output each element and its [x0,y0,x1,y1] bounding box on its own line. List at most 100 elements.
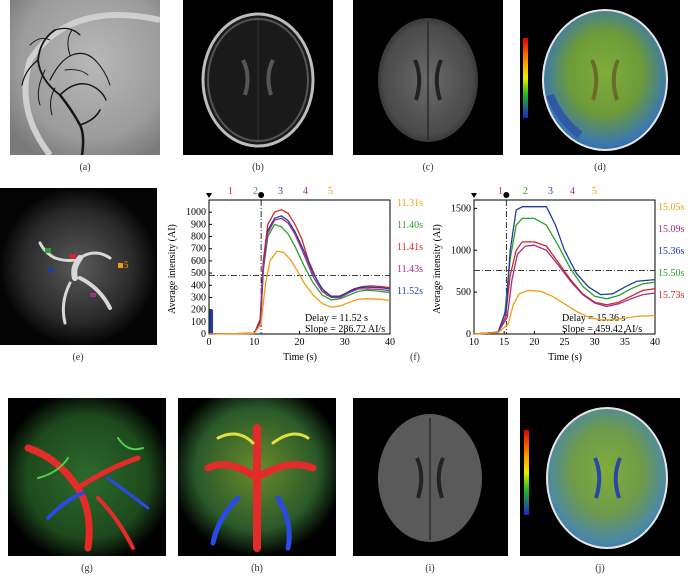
x-tick-label: 20 [529,337,539,348]
caption-h: (h) [251,563,263,574]
start-marker [206,193,212,198]
series-line-1 [473,241,656,335]
legend-label-4: 4 [570,186,575,197]
legend-1: 1 2 3 4 5 [228,186,333,197]
caption-c: (c) [422,162,434,173]
y-tick-label: 500 [191,268,206,279]
legend-label-5: 5 [328,186,333,197]
series-line-4 [473,244,656,335]
annotation-slope-1: Slope = 286.72 AI/s [305,324,385,335]
y-tick-label: 100 [191,317,206,328]
time-label-3: 11.41s [397,242,423,253]
caption-j: (j) [595,563,605,574]
y-tick-label: 400 [191,280,206,291]
caption-b: (b) [252,162,264,173]
y-tick-label: 600 [191,256,206,267]
dwi-image-c [378,18,478,142]
legend-label-5: 5 [592,186,597,197]
time-label-2: 11.40s [397,220,423,231]
delay-marker [258,192,265,198]
y-tick-label: 500 [456,287,471,298]
perfusion-map-j [524,407,668,549]
time-intensity-chart-2: 1 2 3 4 5 15.05s 15.09s 15.36s 15.50s 15… [432,186,685,363]
y-tick-label: 1000 [186,207,206,218]
x-axis-label-1: Time (s) [283,352,317,363]
panel-e-roi-image: 5 [0,188,157,345]
y-tick-label: 0 [201,329,206,340]
x-tick-label: 30 [340,337,350,348]
panel-b-mri [183,0,333,155]
time-labels-2: 15.05s 15.09s 15.36s 15.50s 15.73s [658,202,685,301]
y-axis-label-1: Average intensity (AI) [167,224,178,314]
start-marker [471,193,477,198]
y-tick-label: 200 [191,305,206,316]
colorbar-j [524,430,529,515]
x-tick-label: 30 [590,337,600,348]
time-label-5: 11.52s [397,286,423,297]
x-axis-label-2: Time (s) [548,352,582,363]
panel-c-dwi [353,0,503,155]
caption-f: (f) [410,352,420,363]
color-map-g [8,398,166,556]
y-tick-label: 900 [191,219,206,230]
time-label-4: 11.43s [397,264,423,275]
legend-2: 1 2 3 4 5 [498,186,597,197]
legend-label-3: 3 [278,186,283,197]
y-tick-label: 1500 [451,203,471,214]
roi-image-e: 5 [0,188,157,345]
legend-label-2: 2 [523,186,528,197]
x-tick-label: 10 [469,337,479,348]
annotation-delay-1: Delay = 11.52 s [305,313,368,324]
y-tick-label: 0 [466,329,471,340]
time-label-1: 11.31s [397,198,423,209]
x-tick-label: 40 [650,337,660,348]
y-tick-label: 800 [191,232,206,243]
caption-d: (d) [594,162,606,173]
time-label-3: 15.36s [658,246,685,257]
caption-e: (e) [72,352,84,363]
y-tick-label: 1000 [451,245,471,256]
delay-marker [503,192,510,198]
time-label-4: 15.50s [658,268,685,279]
series-line-4 [208,217,391,335]
perfusion-map-d [523,9,668,151]
time-intensity-chart-1: 1 2 3 4 5 11.31s 11.40s 11.41s 11.43s 11… [167,186,423,363]
caption-a: (a) [79,162,91,173]
angiogram-image [10,0,160,155]
legend-label-4: 4 [303,186,308,197]
legend-label-3: 3 [548,186,553,197]
panel-j-perfusion-map [520,398,680,556]
annotation-slope-2: Slope = 459.42 AI/s [562,324,642,335]
y-tick-label: 300 [191,292,206,303]
legend-label-1: 1 [228,186,233,197]
x-tick-label: 20 [295,337,305,348]
y-axis-label-2: Average intensity (AI) [432,224,443,314]
panel-g-color-map [8,398,166,556]
series-line-5 [473,289,656,335]
caption-i: (i) [425,563,435,574]
legend-label-1: 1 [498,186,503,197]
x-tick-label: 40 [385,337,395,348]
panel-h-color-map [178,398,336,556]
caption-g: (g) [81,563,93,574]
time-label-2: 15.09s [658,224,685,235]
x-tick-label: 0 [207,337,212,348]
roi-label-5: 5 [124,260,129,270]
series-line-5 [208,250,391,335]
time-labels-1: 11.31s 11.40s 11.41s 11.43s 11.52s [397,198,423,297]
time-label-5: 15.73s [658,290,685,301]
panel-d-perfusion-map [520,0,680,155]
x-tick-label: 15 [499,337,509,348]
y-tick-label: 700 [191,244,206,255]
x-tick-label: 10 [249,337,259,348]
panel-i-dwi [353,398,508,556]
baseline-bar [209,309,214,334]
x-tick-label: 35 [620,337,630,348]
legend-label-2: 2 [253,186,258,197]
colorbar-d [523,38,528,118]
series-line-3 [473,206,656,335]
color-map-h [178,398,336,556]
panel-a-angiogram [10,0,160,155]
time-label-1: 15.05s [658,202,685,213]
dwi-image-i [378,414,482,542]
